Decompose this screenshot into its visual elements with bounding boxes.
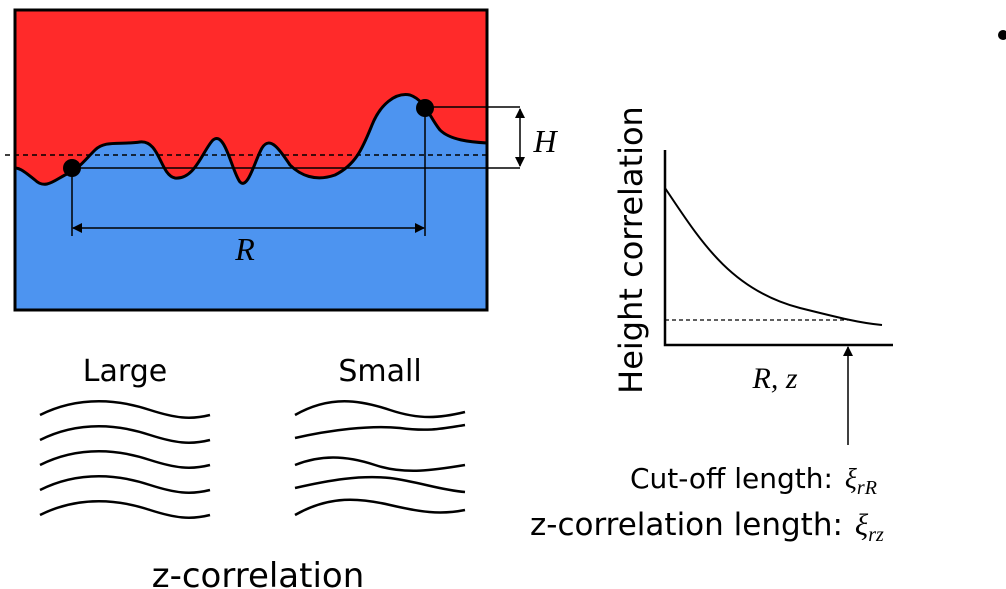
cutoff-symbol: ξ [845, 464, 857, 495]
x-axis-label: R, z [752, 362, 798, 395]
cutoff-text: Cut-off length: ξrR [630, 462, 877, 499]
graph: Height correlation R, z [612, 106, 893, 445]
film [15, 10, 487, 185]
z-length-label: z-correlation length: [530, 507, 843, 543]
z-length-subscript: rz [868, 524, 884, 546]
cutoff-subscript: rR [857, 477, 877, 499]
point [63, 159, 81, 177]
point [416, 99, 434, 117]
z-correlation-caption: z-correlation [152, 556, 365, 589]
large-label: Large [83, 354, 167, 389]
correlation-curve [664, 187, 883, 326]
cutoff-label: Cut-off length: [630, 462, 833, 495]
surface-panel: H R [5, 8, 558, 312]
large-lines [39, 400, 211, 519]
y-axis-label: Height correlation [612, 106, 650, 394]
height-label: H [532, 123, 558, 159]
small-lines [294, 400, 466, 517]
panel-border [13, 8, 489, 312]
distance-label: R [234, 231, 255, 267]
axes [663, 150, 893, 347]
small-label: Small [338, 354, 421, 389]
z-length-text: z-correlation length: ξrz [530, 507, 884, 546]
z-length-symbol: ξ [855, 507, 869, 542]
bullet [998, 30, 1006, 40]
